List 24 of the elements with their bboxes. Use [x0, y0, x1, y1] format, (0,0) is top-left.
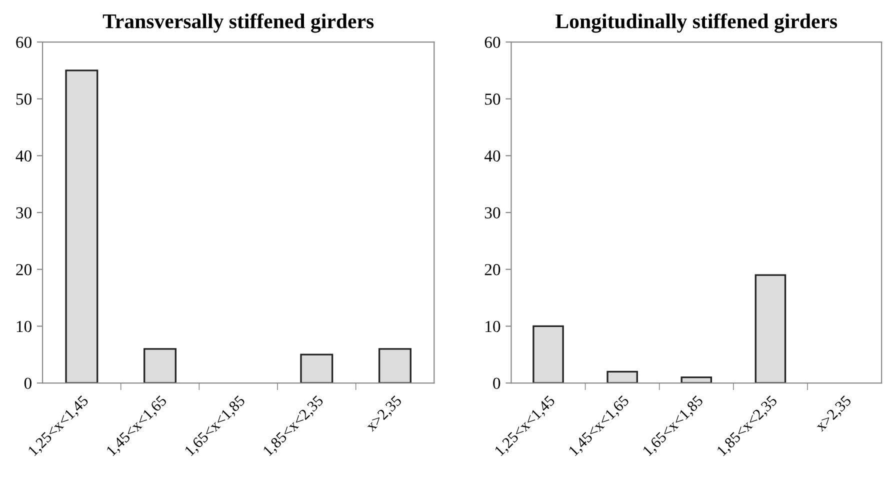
bar	[606, 370, 638, 384]
y-tick-label: 60	[16, 36, 32, 48]
bar	[532, 325, 564, 384]
bar	[65, 70, 98, 384]
y-tick-label: 60	[484, 36, 500, 48]
bar	[144, 348, 177, 384]
chart-title: Longitudinally stiffened girders	[556, 13, 838, 33]
y-tick-label: 40	[16, 150, 32, 162]
y-tick-label: 20	[484, 264, 500, 276]
y-tick-label: 30	[16, 207, 32, 218]
bar	[754, 274, 786, 384]
y-tick-label: 20	[16, 264, 32, 276]
bar	[680, 376, 712, 384]
y-tick-label: 50	[485, 94, 500, 105]
y-tick-label: 0	[24, 378, 32, 389]
y-tick-label: 40	[484, 150, 500, 162]
y-tick-label: 50	[16, 94, 32, 105]
y-tick-label: 10	[486, 320, 500, 332]
y-tick-label: 0	[493, 378, 500, 389]
bar	[378, 348, 412, 384]
chart-title: Transversally stiffened girders	[102, 13, 374, 33]
bar	[300, 354, 334, 384]
y-tick-label: 10	[16, 320, 32, 332]
y-tick-label: 30	[484, 207, 500, 218]
